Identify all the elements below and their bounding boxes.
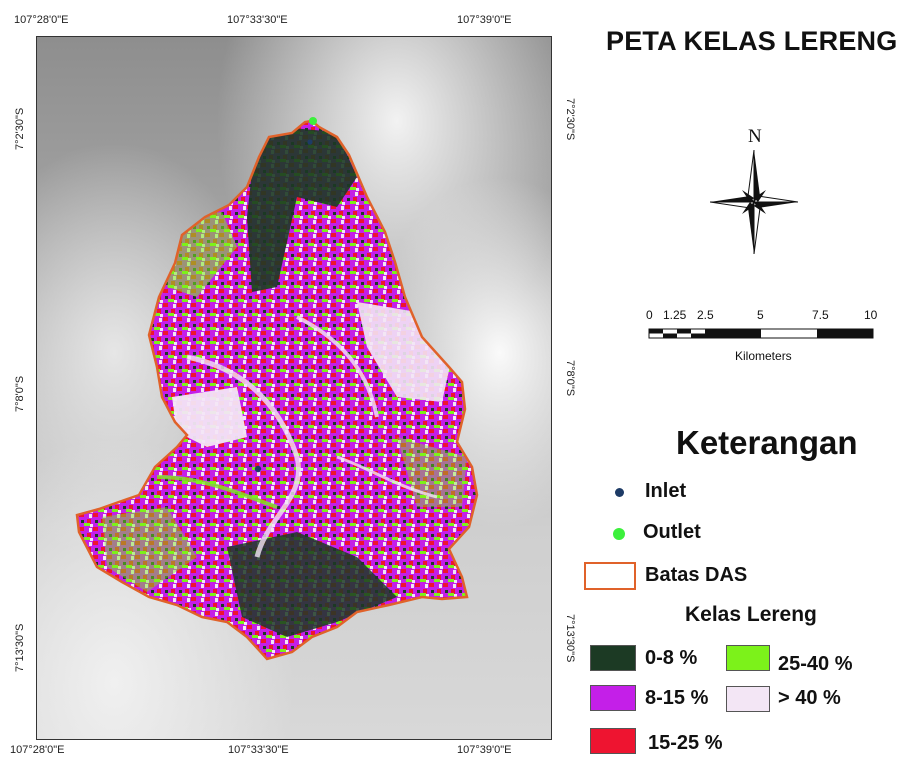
coord-top-1: 107°28'0"E [14, 14, 69, 26]
coord-right-1: 7°2'30"S [564, 98, 576, 141]
north-label: N [748, 126, 762, 147]
outlet-point[interactable] [309, 117, 317, 125]
coord-bottom-2: 107°33'30"E [228, 744, 289, 756]
swatch-class-2 [590, 728, 636, 754]
swatch-class-0 [590, 645, 636, 671]
scale-tick-2: 2.5 [697, 308, 714, 322]
inlet-symbol-icon [615, 488, 624, 497]
inlet-point[interactable] [307, 139, 313, 145]
legend-boundary: Batas DAS [645, 564, 748, 586]
coord-top-2: 107°33'30"E [227, 14, 288, 26]
swatch-class-1 [590, 685, 636, 711]
swatch-class-4 [726, 686, 770, 712]
coord-left-3: 7°13'30"S [14, 623, 26, 672]
coord-top-3: 107°39'0"E [457, 14, 512, 26]
coord-bottom-1: 107°28'0"E [10, 744, 65, 756]
scale-tick-3: 5 [757, 308, 764, 322]
scale-unit: Kilometers [735, 349, 792, 363]
legend-outlet: Outlet [643, 521, 701, 543]
scale-tick-1: 1.25 [663, 308, 687, 322]
coord-right-3: 7°13'30"S [564, 614, 576, 663]
outlet-symbol-icon [613, 528, 625, 540]
map-frame[interactable] [36, 36, 552, 740]
inlet-point[interactable] [254, 465, 262, 473]
map-title: PETA KELAS LERENG [606, 26, 898, 56]
boundary-symbol-icon [584, 562, 636, 590]
legend-class-3: 25-40 % [778, 653, 853, 675]
scale-tick-4: 7.5 [812, 308, 829, 322]
legend-class-4: > 40 % [778, 687, 841, 709]
legend-inlet: Inlet [645, 480, 687, 502]
scale-tick-5: 10 [864, 308, 878, 322]
slope-legend-heading: Kelas Lereng [685, 603, 817, 626]
legend-class-1: 8-15 % [645, 687, 709, 709]
north-arrow-icon [710, 150, 798, 254]
coord-left-1: 7°2'30"S [14, 107, 26, 150]
coord-bottom-3: 107°39'0"E [457, 744, 512, 756]
scale-tick-0: 0 [646, 308, 653, 322]
legend-class-2: 15-25 % [648, 732, 723, 754]
coord-left-2: 7°8'0"S [14, 375, 26, 412]
map-canvas[interactable] [37, 37, 551, 739]
swatch-class-3 [726, 645, 770, 671]
legend-class-0: 0-8 % [645, 647, 698, 669]
legend-heading: Keterangan [676, 424, 858, 461]
coord-right-2: 7°8'0"S [564, 360, 576, 397]
scale-bar [648, 328, 874, 339]
